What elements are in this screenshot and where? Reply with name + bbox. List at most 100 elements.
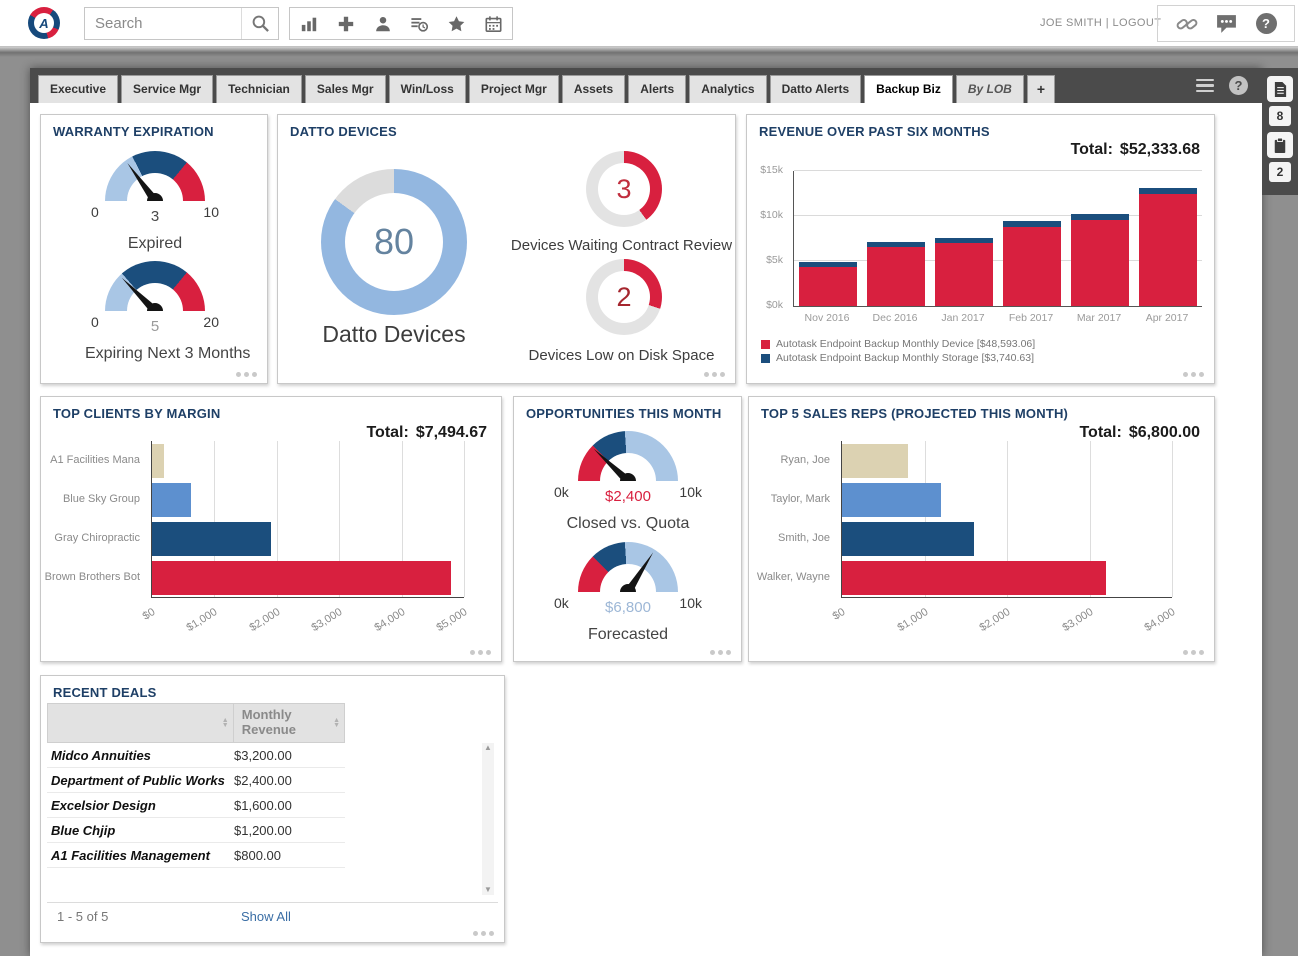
calendar-button[interactable] (475, 8, 512, 39)
bar[interactable] (842, 521, 974, 556)
datto-devices-donut[interactable]: 80 (321, 169, 467, 315)
add-tab-button[interactable]: + (1026, 75, 1056, 103)
timesheet-button[interactable] (401, 8, 438, 39)
legend-swatch (761, 353, 770, 363)
widget-menu-dots[interactable] (704, 372, 725, 377)
bar[interactable] (152, 521, 271, 556)
widget-menu-dots[interactable] (470, 650, 491, 655)
bar[interactable] (152, 443, 165, 478)
stacked-bar[interactable] (867, 242, 925, 306)
x-axis-tick: Jan 2017 (941, 312, 985, 324)
sort-icon[interactable]: ▲ ▼ (221, 717, 229, 729)
gauge-closed-vs-quota[interactable]: 0k $2,400 10k Closed vs. Quota (548, 431, 708, 533)
category-label: Gray Chiropractic (54, 532, 140, 544)
bar-row (152, 480, 464, 519)
bar[interactable] (842, 560, 1106, 595)
sort-icon[interactable]: ▲ ▼ (333, 717, 340, 729)
bar[interactable] (842, 482, 941, 517)
gauge-value: $6,800 (605, 599, 651, 616)
bar-row (842, 480, 1172, 519)
create-new-button[interactable] (327, 8, 364, 39)
bar-row (842, 441, 1172, 480)
tab-alerts[interactable]: Alerts (628, 75, 687, 103)
device-segment (1071, 220, 1129, 306)
tab-backup-biz[interactable]: Backup Biz (864, 75, 953, 103)
bar-row (152, 441, 464, 480)
gauge-expired[interactable]: 0 3 10 Expired (85, 151, 225, 253)
table-row[interactable]: Department of Public Works $2,400.00 (47, 768, 345, 793)
table-row[interactable]: Blue Chjip $1,200.00 (47, 818, 345, 843)
widget-menu-dots[interactable] (236, 372, 257, 377)
chat-icon[interactable] (1215, 13, 1238, 34)
stacked-bar[interactable] (1071, 214, 1129, 306)
bar[interactable] (152, 560, 452, 595)
contacts-button[interactable] (364, 8, 401, 39)
disk-space-donut[interactable]: 2 (586, 259, 662, 335)
show-all-link[interactable]: Show All (241, 909, 291, 924)
tab-sales-mgr[interactable]: Sales Mgr (304, 75, 386, 103)
contract-review-donut[interactable]: 3 (586, 151, 662, 227)
bar-chart-icon (301, 17, 316, 31)
deals-name-column-header[interactable]: ▲ ▼ (48, 704, 234, 742)
side-clipboard-button[interactable] (1267, 132, 1293, 158)
gauge-needle-hub (147, 193, 163, 201)
tab-analytics[interactable]: Analytics (689, 75, 767, 103)
tab-datto-alerts[interactable]: Datto Alerts (769, 75, 862, 103)
bar-column (862, 171, 930, 306)
menu-icon[interactable] (1196, 78, 1214, 93)
stacked-bar[interactable] (1139, 188, 1197, 306)
table-row[interactable]: Midco Annuities $3,200.00 (47, 743, 345, 768)
scroll-down-icon[interactable]: ▼ (484, 885, 492, 894)
tab-service-mgr[interactable]: Service Mgr (121, 75, 214, 103)
scroll-up-icon[interactable]: ▲ (484, 743, 492, 752)
deals-revenue-column-header[interactable]: Monthly Revenue ▲ ▼ (234, 704, 344, 742)
category-label: Walker, Wayne (756, 571, 830, 583)
tab-by-lob[interactable]: By LOB (955, 75, 1024, 103)
bar[interactable] (842, 443, 908, 478)
tab-win-loss[interactable]: Win/Loss (388, 75, 466, 103)
help-icon[interactable]: ? (1255, 13, 1277, 34)
stacked-bar[interactable] (1003, 221, 1061, 306)
document-icon (1274, 81, 1286, 97)
widget-menu-dots[interactable] (710, 650, 731, 655)
tab-help-icon[interactable]: ? (1229, 76, 1248, 95)
tab-executive[interactable]: Executive (38, 75, 119, 103)
favorites-button[interactable] (438, 8, 475, 39)
logout-link[interactable]: LOGOUT (1112, 17, 1162, 29)
x-axis-tick: $1,000 (894, 606, 930, 635)
deal-name-cell: Excelsior Design (51, 797, 156, 813)
widget-menu-dots[interactable] (1183, 650, 1204, 655)
bar[interactable] (152, 482, 191, 517)
search-button[interactable] (241, 8, 278, 39)
device-segment (1139, 194, 1197, 306)
widget-recent-deals: RECENT DEALS ▲ ▼ Monthly Revenue ▲ ▼ Midco… (40, 675, 505, 943)
gauge-needle-hub (620, 584, 636, 592)
tab-technician[interactable]: Technician (216, 75, 302, 103)
widget-menu-dots[interactable] (473, 931, 494, 936)
search-input[interactable] (85, 8, 241, 39)
storage-segment (1071, 214, 1129, 221)
x-axis-tick: Nov 2016 (804, 312, 850, 324)
bar-column (930, 171, 998, 306)
reports-button[interactable] (290, 8, 327, 39)
gauge-expiring[interactable]: 0 5 20 Expiring Next 3 Months (85, 261, 250, 363)
side-document-button[interactable] (1267, 76, 1293, 102)
user-name-link[interactable]: JOE SMITH (1040, 17, 1103, 29)
stacked-bar[interactable] (799, 261, 857, 306)
stacked-bar[interactable] (935, 237, 993, 306)
widget-top-clients: TOP CLIENTS BY MARGIN Total: $7,494.67 A1… (40, 396, 502, 662)
tab-project-mgr[interactable]: Project Mgr (468, 75, 559, 103)
table-row[interactable]: A1 Facilities Management $800.00 (47, 843, 345, 868)
link-icon[interactable] (1176, 13, 1198, 35)
deals-scrollbar[interactable]: ▲ ▼ (482, 743, 494, 895)
app-logo-icon[interactable]: A (28, 7, 60, 39)
x-axis-tick: Mar 2017 (1076, 312, 1122, 324)
bar-column (794, 171, 862, 306)
widget-menu-dots[interactable] (1183, 372, 1204, 377)
gauge-label: Closed vs. Quota (566, 515, 690, 532)
table-row[interactable]: Excelsior Design $1,600.00 (47, 793, 345, 818)
category-label: Blue Sky Group (62, 493, 140, 505)
tab-assets[interactable]: Assets (561, 75, 626, 103)
revenue-legend: Autotask Endpoint Backup Monthly Device … (761, 338, 1035, 366)
gauge-forecasted[interactable]: 0k $6,800 10k Forecasted (548, 542, 708, 644)
